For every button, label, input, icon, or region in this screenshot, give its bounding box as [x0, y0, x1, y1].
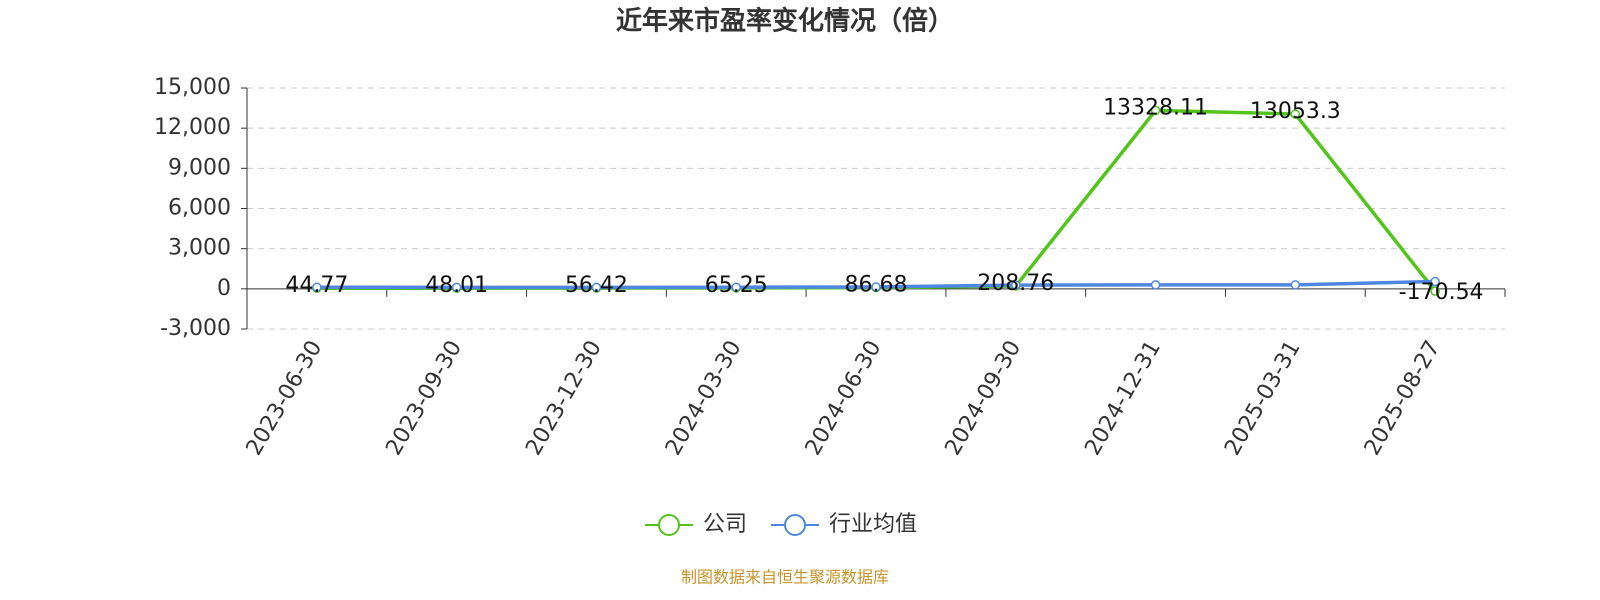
x-tick-label: 2024-03-30: [661, 337, 747, 460]
point: [312, 282, 322, 292]
series-line: [316, 108, 1437, 293]
x-tick-group: 2023-12-30: [521, 337, 607, 460]
chart-title: 近年来市盈率变化情况（倍）: [616, 6, 954, 37]
legend-label: 公司: [703, 512, 747, 537]
x-tick-label: 2023-12-30: [521, 337, 607, 460]
point: [1290, 280, 1301, 290]
point: [451, 282, 462, 293]
point: [1011, 280, 1021, 290]
data-label: 65.25: [705, 273, 768, 298]
point: [1290, 109, 1301, 119]
legend-label: 行业均值: [829, 512, 917, 537]
point: [591, 282, 602, 293]
y-tick-label: 12,000: [154, 115, 231, 140]
x-tick-group: 2025-08-27: [1360, 337, 1446, 460]
point: [1430, 276, 1440, 287]
x-tick-group: 2025-03-31: [1220, 337, 1306, 460]
x-tick-label: 2023-09-30: [381, 337, 467, 460]
point: [1150, 105, 1161, 116]
x-tick-group: 2024-09-30: [941, 337, 1027, 460]
point: [1430, 286, 1440, 296]
point: [871, 282, 881, 292]
data-label: 48.01: [425, 273, 488, 298]
x-tick-label: 2024-12-31: [1080, 337, 1166, 460]
data-label: -170.54: [1399, 280, 1484, 305]
point: [1150, 280, 1161, 290]
source: 制图数据来自恒生聚源数据库: [681, 568, 889, 587]
x-tick-group: 2024-06-30: [801, 337, 887, 460]
x-tick-label: 2025-03-31: [1220, 337, 1306, 460]
data-label: 44.77: [285, 273, 348, 298]
x-tick-group: 2024-12-31: [1080, 337, 1166, 460]
data-label: 56.42: [565, 273, 628, 298]
y-tick-label: 0: [217, 276, 231, 301]
x-tick-label: 2024-09-30: [941, 337, 1027, 460]
y-tick-label: -3,000: [160, 316, 231, 341]
x-tick-group: 2024-03-30: [661, 337, 747, 460]
x-tick-label: 2023-06-30: [242, 337, 328, 460]
data-label: 208.76: [977, 271, 1054, 296]
data-label: 13053.3: [1250, 99, 1341, 124]
y-tick-label: 15,000: [154, 75, 231, 100]
legend-marker: [784, 514, 807, 536]
x-tick-group: 2023-06-30: [242, 337, 328, 460]
data-label: 86.68: [845, 273, 908, 298]
y-tick-label: 9,000: [168, 155, 231, 180]
y-tick-label: 6,000: [168, 196, 231, 221]
y-tick-label: 3,000: [168, 236, 231, 261]
legend-marker: [658, 514, 680, 536]
x-tick-group: 2023-09-30: [381, 337, 467, 460]
point: [731, 282, 741, 292]
x-tick-label: 2024-06-30: [801, 337, 887, 460]
x-tick-label: 2025-08-27: [1360, 337, 1446, 460]
data-label: 13328.11: [1103, 95, 1208, 120]
